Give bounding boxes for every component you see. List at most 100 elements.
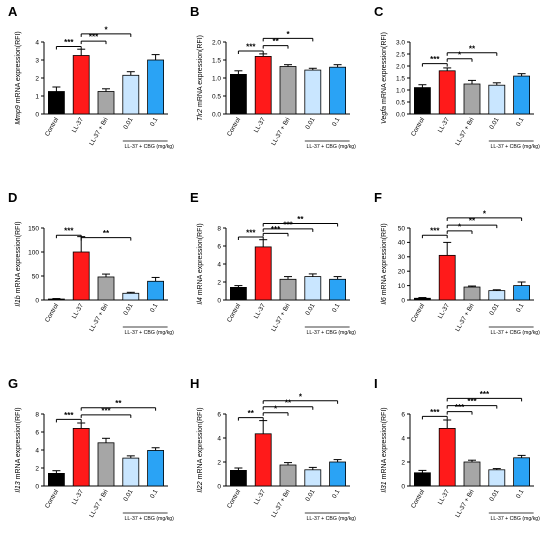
bar-4 [122,292,140,301]
significance-label: *** [283,220,293,229]
significance-label: * [483,209,487,218]
bar-1 [414,472,431,487]
y-axis-gene-name: Il31 [381,481,388,492]
bar-4 [304,276,322,301]
y-tick-label: 4 [217,261,221,268]
group-label: LL-37 + CBG (mg/kg) [306,330,356,336]
x-tick-label: LL-37 + Bri [270,489,292,519]
group-label: LL-37 + CBG (mg/kg) [490,516,540,522]
y-tick-label: 1.5 [396,75,405,82]
y-axis-gene-name: Tlr2 [197,109,204,121]
bar-2 [254,56,272,115]
group-label: LL-37 + CBG (mg/kg) [124,144,174,150]
y-tick-label: 0 [217,297,221,304]
y-tick-label: 6 [217,243,221,250]
y-tick-label: 2 [217,459,221,466]
bar-4 [304,69,322,115]
significance-label: *** [455,403,465,412]
y-axis-label-unit: mRNA expression(RFI) [15,407,22,481]
x-tick-label: 0.1 [331,302,342,314]
y-axis-label-unit: mRNA expression(RFI) [381,223,388,297]
bar-5 [513,285,531,301]
bar-2 [438,254,456,301]
y-axis-gene-name: Il13 [15,481,22,492]
y-tick-label: 2 [35,75,39,82]
x-tick-label: 0.01 [488,302,500,317]
y-tick-label: 20 [398,269,406,276]
significance-label: * [286,30,290,39]
significance-label: ** [469,217,476,226]
x-tick-label: LL-37 [437,116,451,134]
bar-4 [488,290,506,301]
x-tick-label: Control [226,117,242,138]
bar-4 [304,469,322,487]
y-tick-label: 40 [398,240,406,247]
x-tick-label: 0.01 [304,302,316,317]
bar-1 [414,297,431,301]
y-axis-gene-name: Il1b [15,295,22,306]
x-tick-label: 0.1 [515,116,526,128]
bar-1 [48,473,65,487]
y-tick-label: 2 [401,459,405,466]
x-tick-label: LL-37 [71,116,85,134]
x-tick-label: Control [226,489,242,510]
y-tick-label: 2 [35,465,39,472]
significance-label: *** [430,55,440,64]
x-tick-label: LL-37 + Bri [88,117,110,147]
significance-label: * [458,222,462,231]
x-tick-label: LL-37 + Bri [270,303,292,333]
bar-3 [463,83,481,115]
x-tick-label: LL-37 [71,488,85,506]
bar-4 [488,84,506,115]
y-tick-label: 1 [35,93,39,100]
significance-label: *** [101,406,111,415]
y-tick-label: 0 [35,483,39,490]
y-tick-label: 50 [32,273,40,280]
panel-letter: B [190,4,199,19]
bar-1 [48,91,65,115]
panel-letter: H [190,376,199,391]
y-tick-label: 10 [398,283,406,290]
group-label: LL-37 + CBG (mg/kg) [306,144,356,150]
bar-3 [97,442,115,487]
significance-label: * [274,404,278,413]
y-tick-label: 2.0 [396,63,405,70]
x-tick-label: 0.1 [331,488,342,500]
chart-panel-a: A Mmp9 mRNA expression(RFI) 0 1 2 3 4 Control LL… [8,4,174,150]
panel-letter: I [374,376,378,391]
bar-5 [329,278,347,301]
bar-1 [48,298,65,301]
bar-3 [97,91,115,115]
x-tick-label: LL-37 + Bri [270,117,292,147]
y-axis-gene-name: Il4 [197,297,204,305]
x-tick-label: 0.1 [331,116,342,128]
y-tick-label: 4 [35,39,39,46]
significance-label: *** [64,227,74,236]
significance-label: *** [430,227,440,236]
y-axis-label: Il22 mRNA expression(RFI) [197,407,204,492]
bar-1 [230,287,247,301]
x-tick-label: LL-37 + Bri [454,303,476,333]
y-tick-label: 3 [35,57,39,64]
significance-label: * [458,50,462,59]
x-tick-label: LL-37 [437,302,451,320]
x-tick-label: 0.01 [304,488,316,503]
bar-5 [147,450,165,487]
chart-panel-b: B Tlr2 mRNA expression(RFI) 0.0 0.5 1.0 1.5 2.… [190,4,356,150]
y-axis-label: Il13 mRNA expression(RFI) [15,407,22,492]
bar-5 [329,66,347,115]
bar-4 [122,457,140,487]
y-tick-label: 30 [398,254,406,261]
y-tick-label: 0 [35,111,39,118]
x-tick-label: 0.01 [122,116,134,131]
significance-label: ** [248,409,255,418]
x-tick-label: LL-37 + Bri [88,489,110,519]
bar-5 [147,59,165,115]
x-tick-label: 0.01 [488,116,500,131]
x-tick-label: 0.01 [122,302,134,317]
y-axis-gene-name: Mmp9 [15,105,22,125]
bar-1 [414,87,431,115]
y-axis-label: Tlr2 mRNA expression(RFI) [197,35,204,121]
significance-label: ** [469,44,476,53]
